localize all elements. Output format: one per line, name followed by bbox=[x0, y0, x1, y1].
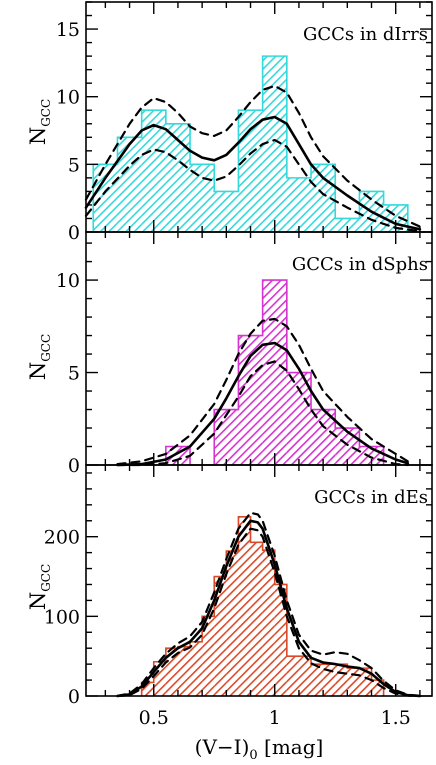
x-tick-label: 1 bbox=[269, 707, 281, 729]
histogram-bar bbox=[177, 646, 191, 696]
histogram-bar bbox=[286, 177, 312, 232]
svg-text:NGCC: NGCC bbox=[26, 334, 53, 380]
panel-de: 0 100 200 GCCs in dEs bbox=[44, 464, 433, 708]
histogram-bar bbox=[214, 191, 239, 232]
y-label-main: N bbox=[26, 592, 50, 610]
histogram-bar bbox=[298, 656, 312, 696]
y-tick-label: 0 bbox=[68, 686, 80, 708]
y-label-sub: GCC bbox=[39, 99, 53, 127]
y-tick-label: 100 bbox=[44, 606, 80, 628]
kde-curve bbox=[84, 115, 422, 231]
histogram-bar bbox=[214, 409, 239, 465]
kde-lower-bound bbox=[116, 360, 409, 467]
x-tick-label: 0.5 bbox=[139, 707, 169, 729]
histogram-bar bbox=[274, 584, 287, 696]
x-tick-label: 1.5 bbox=[381, 707, 411, 729]
y-tick-label: 15 bbox=[56, 19, 80, 41]
x-label-unit: [mag] bbox=[258, 735, 324, 759]
kde-curve bbox=[116, 519, 422, 698]
x-label-main: (V−I) bbox=[195, 735, 250, 759]
y-axis-label-dsph: NGCC bbox=[26, 334, 53, 380]
panel-frame bbox=[85, 464, 433, 697]
y-label-sub: GCC bbox=[39, 564, 53, 592]
histogram-bar bbox=[286, 656, 299, 696]
y-label-main: N bbox=[26, 362, 50, 380]
y-axis-label-dirr: NGCC bbox=[26, 99, 53, 145]
kde-upper-bound bbox=[116, 511, 421, 697]
kde-lower-bound bbox=[84, 138, 421, 233]
histogram-bar bbox=[190, 164, 215, 232]
y-label-sub: GCC bbox=[39, 334, 53, 362]
histogram-bar bbox=[262, 550, 275, 696]
kde-upper-bound bbox=[84, 84, 421, 228]
y-tick-label: 10 bbox=[56, 270, 80, 292]
histogram-bar bbox=[335, 218, 360, 232]
y-tick-label: 10 bbox=[56, 87, 80, 109]
kde-curve bbox=[116, 341, 410, 467]
x-axis-label: (V−I)0 [mag] bbox=[195, 735, 324, 763]
histogram-bar bbox=[371, 680, 384, 696]
histogram-bar bbox=[141, 110, 166, 232]
histogram-bar bbox=[335, 428, 360, 465]
histogram-bar bbox=[93, 164, 118, 232]
x-label-sub: 0 bbox=[249, 748, 257, 763]
histogram-bar bbox=[165, 123, 191, 232]
panel-dirr: 0 5 10 15 GCCs in dIrrs bbox=[56, 1, 433, 244]
histogram-bar bbox=[347, 668, 360, 696]
y-tick-label: 0 bbox=[68, 222, 80, 244]
histogram-bar bbox=[117, 137, 142, 232]
histogram-bar bbox=[311, 664, 324, 696]
kde-upper-bound bbox=[116, 317, 409, 466]
panel-dsph: 0 5 10 GCCs in dSphs bbox=[56, 231, 433, 477]
histogram-bar bbox=[238, 516, 251, 696]
histogram-bar bbox=[202, 616, 215, 696]
y-tick-label: 5 bbox=[68, 363, 80, 385]
histogram-bar bbox=[226, 551, 239, 696]
histogram-bar bbox=[262, 56, 287, 232]
histogram-bar bbox=[250, 542, 263, 696]
y-label-main: N bbox=[26, 127, 50, 145]
svg-text:NGCC: NGCC bbox=[26, 564, 53, 610]
histogram-bar bbox=[262, 280, 287, 465]
histogram-bar bbox=[335, 664, 348, 696]
y-tick-label: 5 bbox=[68, 154, 80, 176]
histogram-bar bbox=[359, 668, 372, 696]
histogram-bar bbox=[311, 409, 336, 465]
histogram-bar bbox=[165, 648, 178, 696]
histogram-bar bbox=[214, 576, 227, 696]
y-tick-label: 200 bbox=[44, 527, 80, 549]
y-axis-label-de: NGCC bbox=[26, 564, 53, 610]
panel-title: GCCs in dEs bbox=[314, 487, 428, 508]
histogram-bar bbox=[190, 641, 203, 696]
kde-lower-bound bbox=[116, 527, 421, 698]
panel-title: GCCs in dSphs bbox=[292, 254, 428, 275]
panel-title: GCCs in dIrrs bbox=[303, 24, 428, 45]
y-tick-label: 0 bbox=[68, 455, 80, 477]
svg-text:NGCC: NGCC bbox=[26, 99, 53, 145]
